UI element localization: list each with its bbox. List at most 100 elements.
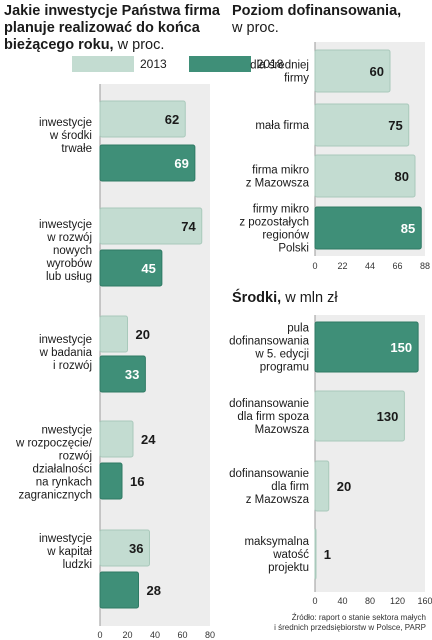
chart1-value-2013-3: 24 <box>141 432 156 447</box>
chart2-title-text: Poziom dofinansowania, <box>232 3 402 19</box>
chart2-value-1: 75 <box>388 118 402 133</box>
chart2-category-3-line-3: Polski <box>278 243 309 255</box>
legend-label-2013: 2013 <box>140 57 167 71</box>
chart1-category-1-line-4: lub usług <box>46 271 92 283</box>
chart2-value-0: 60 <box>370 64 384 79</box>
chart3-category-3-line-0: maksymalna <box>244 536 309 548</box>
chart1-category-1-line-0: inwestycje <box>39 219 92 231</box>
chart2-category-0-line-1: firmy <box>284 73 309 85</box>
chart3-category-0-line-3: programu <box>260 362 309 374</box>
chart3-tick-3: 120 <box>390 596 405 606</box>
chart1-category-0-line-0: inwestycje <box>39 117 92 129</box>
chart2-category-0-line-0: dla średniej <box>250 60 309 72</box>
chart1-bar-2018-4 <box>99 571 139 609</box>
chart1-category-4-line-2: ludzki <box>63 559 92 571</box>
chart1-tick-4: 80 <box>205 630 215 640</box>
chart1-bar-2013-3 <box>99 420 134 458</box>
chart1-tick-0: 0 <box>97 630 102 640</box>
source-line-2: i średnich przedsiębiorstw w Polsce, PAR… <box>274 623 426 632</box>
chart2-category-3-line-2: regionów <box>262 230 309 242</box>
chart1-value-2013-0: 62 <box>165 112 179 127</box>
chart3-category-2-line-0: dofinansowanie <box>229 468 309 480</box>
chart2-value-2: 80 <box>395 169 409 184</box>
chart1-category-1-line-2: nowych <box>53 245 92 257</box>
chart2-bar-1 <box>314 103 410 147</box>
chart3-tick-4: 160 <box>417 596 432 606</box>
chart2-category-3-line-1: z pozostałych <box>239 217 309 229</box>
chart1-title: Jakie inwestycje Państwa firma planuje r… <box>4 3 222 54</box>
chart1-value-2013-2: 20 <box>136 327 150 342</box>
legend-swatch-2018 <box>188 56 251 72</box>
chart1-bar-2013-1 <box>99 207 203 245</box>
chart1-value-2018-4: 28 <box>147 583 161 598</box>
chart1-value-2018-0: 69 <box>174 156 188 171</box>
chart1-tick-1: 20 <box>122 630 132 640</box>
chart3-category-3-line-1: watość <box>272 549 309 561</box>
chart1-category-2-line-2: i rozwój <box>53 360 92 372</box>
chart1-value-2018-1: 45 <box>141 261 155 276</box>
chart1-bar-2018-2 <box>99 355 146 393</box>
chart2-tick-2: 44 <box>365 261 375 271</box>
chart3-tick-2: 80 <box>365 596 375 606</box>
chart2-category-2-line-0: firma mikro <box>252 165 309 177</box>
chart3-tick-1: 40 <box>337 596 347 606</box>
chart1-category-4-line-0: inwestycje <box>39 533 92 545</box>
legend-label-2018: 2018 <box>256 57 284 71</box>
chart3-category-0-line-1: dofinansowania <box>229 336 310 348</box>
chart1-category-4-line-1: w kapitał <box>46 546 92 558</box>
chart1-bar-2013-2 <box>99 315 128 353</box>
chart1-category-1-line-1: w rozwój <box>46 232 92 244</box>
chart1-category-3-line-5: zagranicznych <box>18 490 92 502</box>
chart1-value-2018-3: 16 <box>130 474 144 489</box>
chart2-category-2-line-1: z Mazowsza <box>246 178 310 190</box>
chart1-category-3-line-0: nwestycje <box>42 425 93 437</box>
chart2-tick-3: 66 <box>392 261 402 271</box>
chart3-category-3-line-2: projektu <box>268 562 309 574</box>
chart1-bar-2018-3 <box>99 462 123 500</box>
chart3-bar-3 <box>314 528 317 580</box>
chart3-tick-0: 0 <box>312 596 317 606</box>
chart1-bar-2013-4 <box>99 529 150 567</box>
chart1-tick-3: 60 <box>177 630 187 640</box>
chart3-category-2-line-2: z Mazowsza <box>246 494 310 506</box>
chart3-bar-0 <box>314 321 419 373</box>
chart3-value-1: 130 <box>377 409 399 424</box>
chart1-category-3-line-1: w rozpoczęcie/ <box>15 438 93 450</box>
legend: 2013 2018 <box>72 56 283 72</box>
chart3-value-3: 1 <box>324 547 331 562</box>
chart1-value-2018-2: 33 <box>125 367 139 382</box>
chart1-category-2-line-1: w badania <box>39 347 93 359</box>
chart1-category-3-line-2: rozwój <box>59 451 92 463</box>
chart1-category-3-line-3: działalności <box>33 464 92 476</box>
chart3-title: Środki, w mln zł <box>232 290 432 307</box>
chart2-category-1-line-0: mała firma <box>255 120 309 132</box>
chart3-subtitle: w mln zł <box>285 290 338 306</box>
chart1-value-2013-4: 36 <box>129 541 143 556</box>
chart1-subtitle: w proc. <box>117 37 165 53</box>
source-note: Źródło: raport o stanie sektora małych i… <box>274 613 426 633</box>
chart1-category-1-line-3: wyrobów <box>46 258 93 270</box>
chart3-value-2: 20 <box>337 479 351 494</box>
chart2-tick-0: 0 <box>312 261 317 271</box>
chart1-category-0-line-1: w środki <box>49 130 92 142</box>
legend-swatch-2013 <box>72 56 134 72</box>
chart1-bar-2013-0 <box>99 100 186 138</box>
chart2-tick-1: 22 <box>337 261 347 271</box>
chart2-tick-4: 88 <box>420 261 430 271</box>
chart2-value-3: 85 <box>401 221 415 236</box>
chart3-bar-1 <box>314 390 405 442</box>
chart2-bar-3 <box>314 206 422 250</box>
chart3-value-0: 150 <box>390 340 412 355</box>
chart1-bar-2018-1 <box>99 249 163 287</box>
chart3-category-1-line-1: dla firm spoza <box>237 411 309 423</box>
chart2-bar-0 <box>314 49 391 93</box>
chart3-category-2-line-1: dla firm <box>271 481 309 493</box>
chart3-category-0-line-2: w 5. edycji <box>254 349 309 361</box>
chart1-value-2013-1: 74 <box>181 219 196 234</box>
chart2-subtitle: w proc. <box>232 20 279 36</box>
chart3-category-1-line-2: Mazowsza <box>255 424 310 436</box>
chart1-category-0-line-2: trwałe <box>61 143 92 155</box>
chart1-bar-2018-0 <box>99 144 196 182</box>
